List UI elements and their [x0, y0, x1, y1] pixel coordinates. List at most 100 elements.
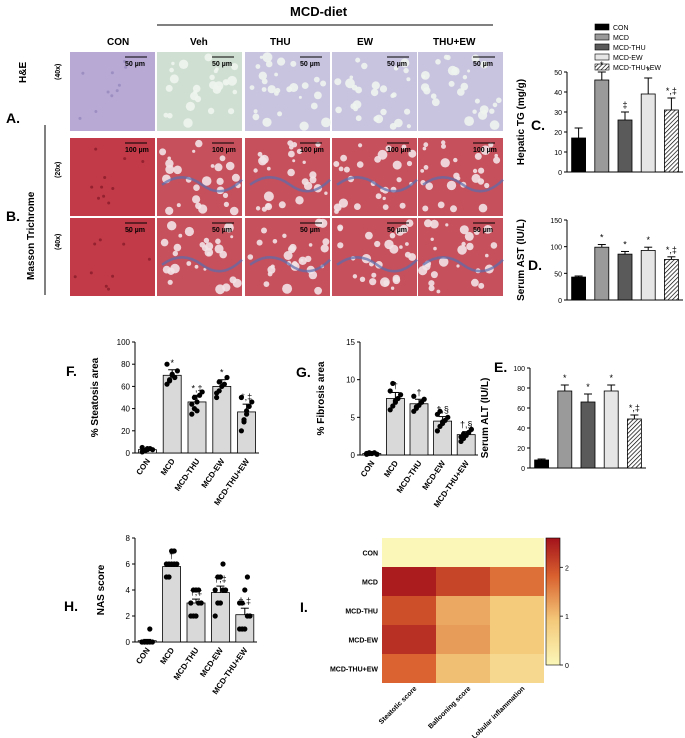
- scale-bar-label: 50 µm: [212, 227, 232, 234]
- tissue-background: [70, 52, 155, 131]
- tissue-cell: [423, 142, 429, 148]
- tissue-cell: [355, 86, 362, 94]
- tissue-cell: [222, 283, 231, 292]
- tissue-cell: [484, 182, 490, 189]
- significance-mark: *: [646, 66, 650, 76]
- heat-cell-mcd-thu-ew-steatotic-score: [382, 654, 436, 683]
- tissue-cell: [249, 85, 255, 90]
- y-tick-label: 20: [517, 446, 525, 453]
- tissue-cell: [436, 289, 441, 294]
- tissue-cell: [110, 94, 114, 98]
- legend-item-mcd-ew: MCD-EW: [594, 53, 643, 62]
- tissue-cell: [111, 274, 115, 278]
- y-tick-label: 80: [517, 386, 525, 393]
- legend-item-con: CON: [594, 23, 629, 32]
- x-tick-label: CON: [134, 457, 152, 477]
- chart-f: 0 20 40 60 80 100 % Steatosis area F. CON * MCD *,‡…: [66, 338, 259, 507]
- bar-mcd-thu-ew: [664, 259, 679, 301]
- tissue-cell: [264, 203, 273, 211]
- tissue-cell: [253, 109, 258, 114]
- data-point: [244, 574, 250, 580]
- heat-cell-mcd-lobular-inflammation: [490, 567, 544, 596]
- tissue-cell: [202, 245, 208, 252]
- bar-mcd-thu-ew: [627, 418, 642, 469]
- tissue-cell: [209, 74, 215, 81]
- tissue-cell: [334, 209, 339, 214]
- row-label-con: CON: [362, 551, 378, 558]
- tissue-cell: [305, 255, 312, 263]
- legend-label: MCD-THU+EW: [613, 65, 661, 72]
- bar-mcd: [385, 398, 405, 456]
- tissue-cell: [473, 229, 480, 236]
- col-label-veh: Veh: [190, 37, 208, 48]
- tissue-cell: [457, 245, 467, 255]
- tissue-cell: [489, 108, 495, 114]
- significance-mark: *: [609, 373, 613, 383]
- tissue-cell: [462, 75, 468, 80]
- data-point: [144, 639, 150, 645]
- tissue-cell: [337, 242, 344, 249]
- tissue-cell: [460, 82, 469, 91]
- y-tick-label: 100: [117, 338, 131, 347]
- collagen-fiber: [161, 176, 243, 193]
- col-label-thu-ew: THU+EW: [433, 37, 476, 48]
- tissue-cell: [382, 204, 389, 211]
- tissue-cell: [232, 89, 238, 95]
- y-tick-label: 40: [554, 90, 562, 97]
- tissue-cell: [456, 264, 460, 268]
- legend-swatch: [594, 53, 610, 61]
- tissue-cell: [309, 176, 317, 184]
- tissue-cell: [428, 285, 435, 292]
- tissue-cell: [204, 53, 213, 62]
- tissue-cell: [392, 160, 402, 170]
- tissue-cell: [162, 265, 171, 274]
- y-tick-label: 10: [554, 150, 562, 157]
- data-point: [411, 393, 417, 399]
- data-point: [217, 600, 223, 606]
- tissue-cell: [253, 168, 258, 173]
- panel-b-label: B.: [6, 208, 20, 224]
- histology-tile-r0-veh: 50 µm: [157, 52, 242, 131]
- row-label-mcd: MCD: [362, 580, 378, 587]
- tissue-cell: [373, 116, 380, 122]
- data-point: [150, 447, 156, 453]
- histology-tile-r0-con: 50 µm: [70, 52, 155, 131]
- tissue-cell: [225, 161, 235, 171]
- histology-tile-r1-ew: 100 µm: [332, 138, 418, 216]
- col-label-thu: THU: [270, 37, 291, 48]
- data-point: [216, 379, 222, 385]
- bar-mcd: [162, 374, 182, 454]
- tissue-cell: [172, 250, 178, 257]
- y-tick-label: 30: [554, 110, 562, 117]
- tissue-cell: [123, 157, 127, 161]
- tissue-cell: [405, 242, 409, 246]
- chart-c: 0 10 20 30 40 50 Hepatic TG (mg/g) C. * ‡ * *,‡: [516, 60, 683, 177]
- tissue-cell: [418, 266, 428, 276]
- y-tick-label: 0: [558, 170, 562, 177]
- heat-cell-mcd-thu-ew-lobular-inflammation: [490, 654, 544, 683]
- data-point: [164, 361, 170, 367]
- heat-cell-mcd-thu-ew-ballooning-score: [436, 654, 490, 683]
- tissue-cell: [277, 57, 286, 66]
- panel-a-label: A.: [6, 110, 20, 126]
- tissue-cell: [255, 64, 261, 69]
- y-tick-label: 100: [513, 366, 525, 373]
- data-point: [194, 399, 200, 405]
- tissue-cell: [229, 206, 239, 216]
- panel-label: H.: [64, 598, 78, 614]
- significance-mark: *: [600, 60, 604, 70]
- tissue-cell: [147, 257, 151, 261]
- tissue-cell: [471, 173, 481, 183]
- tissue-cell: [493, 156, 501, 164]
- tissue-cell: [275, 87, 281, 94]
- data-point: [461, 431, 467, 437]
- tissue-cell: [167, 112, 173, 119]
- tissue-cell: [184, 226, 194, 237]
- tissue-cell: [430, 237, 434, 241]
- tissue-cell: [300, 258, 304, 262]
- scale-bar-label: 100 µm: [473, 147, 497, 154]
- tissue-cell: [446, 180, 457, 191]
- y-axis-label: % Steatosis area: [90, 357, 101, 437]
- tissue-cell: [464, 231, 474, 241]
- bar-mcd: [594, 79, 610, 173]
